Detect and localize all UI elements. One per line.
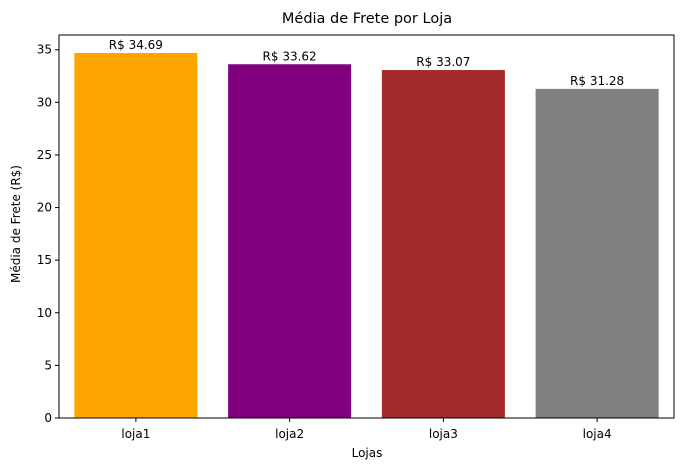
x-tick-label-loja3: loja3 <box>429 427 458 441</box>
x-tick-label-loja1: loja1 <box>121 427 150 441</box>
data-label-loja1: R$ 34.69 <box>109 38 163 52</box>
data-label-loja2: R$ 33.62 <box>263 49 317 63</box>
y-tick-label-15: 15 <box>37 253 52 267</box>
bar-loja4 <box>535 88 659 418</box>
data-label-loja4: R$ 31.28 <box>570 74 624 88</box>
bar-loja1 <box>74 52 198 418</box>
bars-group <box>74 52 659 419</box>
y-axis: 0 5 10 15 20 25 30 35 <box>37 43 59 425</box>
plot-frame <box>58 34 675 419</box>
data-label-loja3: R$ 33.07 <box>416 55 470 69</box>
x-axis-label: Lojas <box>352 446 383 460</box>
y-tick-label-0: 0 <box>44 411 52 425</box>
x-tick-label-loja2: loja2 <box>275 427 304 441</box>
bar-loja2 <box>228 64 352 418</box>
chart-title: Média de Frete por Loja <box>282 11 452 27</box>
y-tick-label-35: 35 <box>37 43 52 57</box>
data-labels-group: R$ 34.69 R$ 33.62 R$ 33.07 R$ 31.28 <box>109 38 624 88</box>
y-axis-label: Média de Frete (R$) <box>9 165 23 283</box>
y-tick-label-5: 5 <box>44 358 52 372</box>
x-axis: loja1 loja2 loja3 loja4 <box>121 418 612 441</box>
y-tick-label-25: 25 <box>37 148 52 162</box>
x-tick-label-loja4: loja4 <box>583 427 612 441</box>
bar-loja3 <box>381 70 505 419</box>
y-tick-label-30: 30 <box>37 95 52 109</box>
y-tick-label-10: 10 <box>37 306 52 320</box>
y-tick-label-20: 20 <box>37 201 52 215</box>
